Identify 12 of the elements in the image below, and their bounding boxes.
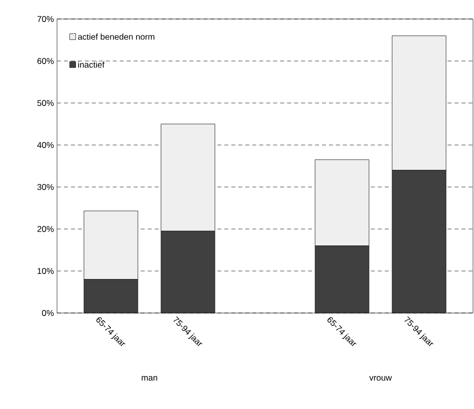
y-tick-label: 10%	[38, 268, 54, 274]
legend-label: actief beneden norm	[78, 34, 154, 40]
y-tick-label: 60%	[37, 58, 54, 64]
y-tick-label: 40%	[37, 142, 54, 148]
y-tick-label: 50%	[37, 100, 54, 106]
y-tick-label: 30%	[37, 184, 54, 190]
text: vrouw	[369, 376, 392, 381]
y-tick-label: 70%	[37, 16, 54, 22]
y-tick-label: 0%	[42, 310, 54, 316]
legend-label: inactief	[78, 61, 105, 68]
text: man	[142, 376, 158, 381]
y-tick-label: 20%	[37, 226, 54, 232]
